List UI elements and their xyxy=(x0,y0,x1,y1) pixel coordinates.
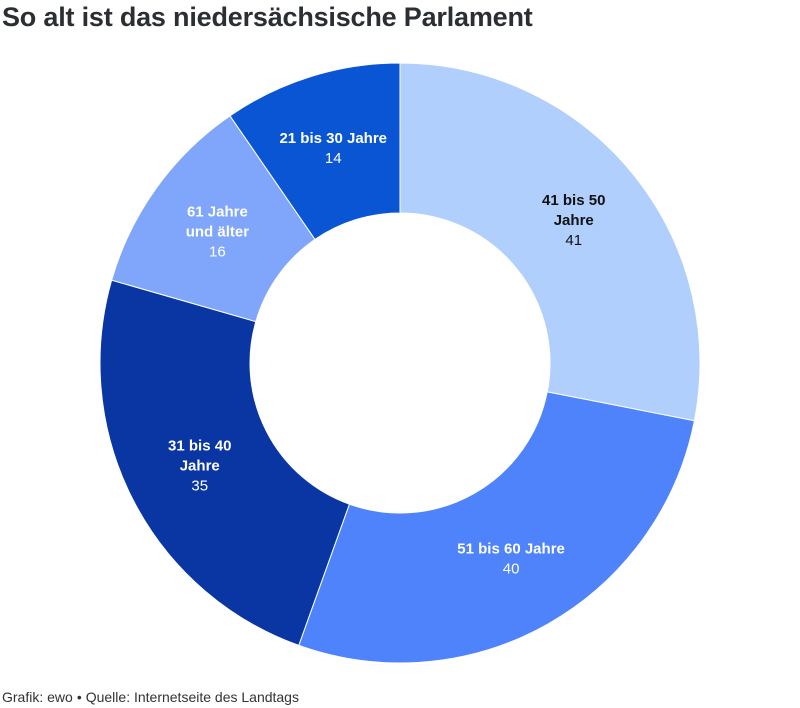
chart-title: So alt ist das niedersächsische Parlamen… xyxy=(2,2,533,32)
slice-label-21-bis-30-jahre: 21 bis 30 Jahre 14 xyxy=(279,130,387,167)
slice-21-bis-30-jahre xyxy=(229,62,401,241)
slice-label-61-jahre-und-aelter: 61 Jahre und älter 16 xyxy=(186,204,250,261)
slice-label-41-bis-50-jahre: 41 bis 50 Jahre 41 xyxy=(542,192,605,249)
slice-name-41-bis-50-jahre: Jahre xyxy=(554,212,594,229)
slice-name-21-bis-30-jahre: 21 bis 30 Jahre xyxy=(279,130,387,147)
slice-41-bis-50-jahre xyxy=(399,62,701,422)
slice-name-41-bis-50-jahre: 41 bis 50 xyxy=(542,192,605,209)
footer-credit: Grafik: ewo xyxy=(2,689,73,705)
slice-name-51-bis-60-jahre: 51 bis 60 Jahre xyxy=(457,541,565,558)
slice-51-bis-60-jahre xyxy=(298,391,695,664)
slice-value-21-bis-30-jahre: 14 xyxy=(325,150,342,167)
footer-separator: • xyxy=(76,689,82,705)
slice-label-51-bis-60-jahre: 51 bis 60 Jahre 40 xyxy=(457,541,565,578)
slice-value-51-bis-60-jahre: 40 xyxy=(503,561,520,578)
slice-label-31-bis-40-jahre: 31 bis 40 Jahre 35 xyxy=(168,438,231,495)
footer-source: Quelle: Internetseite des Landtags xyxy=(85,689,299,705)
slice-value-31-bis-40-jahre: 35 xyxy=(191,478,208,495)
slice-name-61-jahre-und-aelter: und älter xyxy=(186,224,250,241)
slice-value-41-bis-50-jahre: 41 xyxy=(565,232,582,249)
slice-name-31-bis-40-jahre: Jahre xyxy=(180,458,220,475)
slice-name-61-jahre-und-aelter: 61 Jahre xyxy=(187,204,248,221)
slice-31-bis-40-jahre xyxy=(99,279,351,647)
slice-value-61-jahre-und-aelter: 16 xyxy=(209,244,226,261)
footer: Grafik: ewo • Quelle: Internetseite des La… xyxy=(2,689,299,705)
slice-name-31-bis-40-jahre: 31 bis 40 xyxy=(168,438,231,455)
